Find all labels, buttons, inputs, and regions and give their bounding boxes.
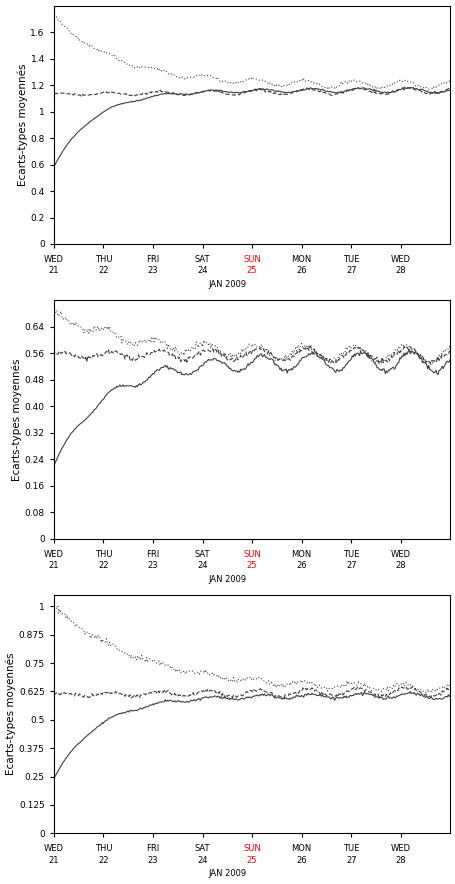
Text: TUE: TUE	[342, 255, 359, 264]
Text: SUN: SUN	[243, 844, 260, 853]
Text: FRI: FRI	[146, 844, 159, 853]
Text: 21: 21	[48, 266, 59, 275]
Text: 23: 23	[147, 266, 158, 275]
Text: MON: MON	[291, 844, 311, 853]
Text: 26: 26	[296, 560, 306, 570]
Text: JAN 2009: JAN 2009	[208, 280, 246, 289]
Y-axis label: Ecarts-types moyennés: Ecarts-types moyennés	[5, 653, 16, 775]
Text: 28: 28	[394, 266, 405, 275]
Text: SAT: SAT	[194, 255, 210, 264]
Text: WED: WED	[44, 844, 64, 853]
Text: 27: 27	[345, 560, 356, 570]
Text: FRI: FRI	[146, 550, 159, 559]
Text: WED: WED	[44, 255, 64, 264]
Text: 25: 25	[246, 560, 257, 570]
Text: THU: THU	[94, 844, 112, 853]
Text: 24: 24	[197, 560, 207, 570]
Text: 27: 27	[345, 856, 356, 865]
Text: FRI: FRI	[146, 255, 159, 264]
Text: 25: 25	[246, 856, 257, 865]
Text: WED: WED	[390, 255, 410, 264]
Text: THU: THU	[94, 550, 112, 559]
Text: 23: 23	[147, 560, 158, 570]
Text: 25: 25	[246, 266, 257, 275]
Text: 22: 22	[98, 266, 108, 275]
Text: SUN: SUN	[243, 550, 260, 559]
Text: 21: 21	[48, 560, 59, 570]
Text: THU: THU	[94, 255, 112, 264]
Text: MON: MON	[291, 255, 311, 264]
Text: 28: 28	[394, 560, 405, 570]
Text: SAT: SAT	[194, 550, 210, 559]
Text: MON: MON	[291, 550, 311, 559]
Text: SUN: SUN	[243, 255, 260, 264]
Text: 24: 24	[197, 266, 207, 275]
Text: 26: 26	[296, 266, 306, 275]
Text: SAT: SAT	[194, 844, 210, 853]
Text: 21: 21	[48, 856, 59, 865]
Text: JAN 2009: JAN 2009	[208, 575, 246, 583]
Text: TUE: TUE	[342, 844, 359, 853]
Y-axis label: Ecarts-types moyennés: Ecarts-types moyennés	[11, 358, 22, 481]
Text: 22: 22	[98, 560, 108, 570]
Text: WED: WED	[390, 844, 410, 853]
Text: WED: WED	[44, 550, 64, 559]
Text: WED: WED	[390, 550, 410, 559]
Text: TUE: TUE	[342, 550, 359, 559]
Text: 27: 27	[345, 266, 356, 275]
Text: 28: 28	[394, 856, 405, 865]
Text: 23: 23	[147, 856, 158, 865]
Text: 24: 24	[197, 856, 207, 865]
Text: 22: 22	[98, 856, 108, 865]
Text: 26: 26	[296, 856, 306, 865]
Text: JAN 2009: JAN 2009	[208, 870, 246, 879]
Y-axis label: Ecarts-types moyennés: Ecarts-types moyennés	[17, 64, 27, 186]
